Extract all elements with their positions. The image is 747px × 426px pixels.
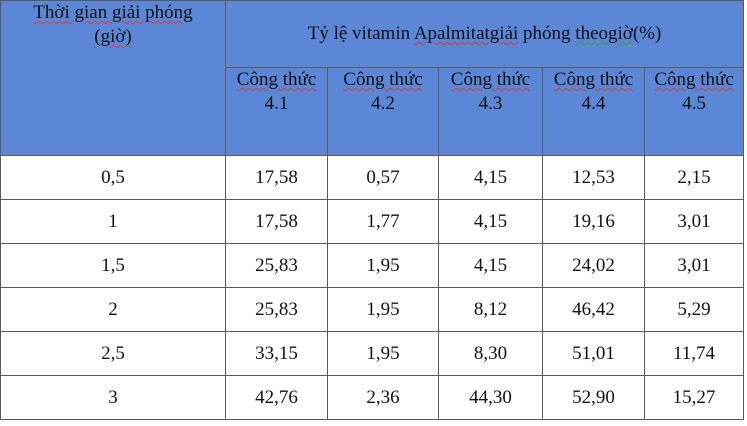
table-row: 2 25,83 1,95 8,12 46,42 5,29: [0, 287, 745, 332]
formula-header-label: Công thức: [553, 69, 634, 90]
formula-header-label: Công thức: [654, 69, 734, 90]
formula-header-number: 4.3: [478, 93, 503, 114]
table-row: 1,5 25,83 1,95 4,15 24,02 3,01: [0, 243, 745, 288]
header-row-formulas: Công thức 4.1 Công thức 4.2 Công thức 4.3 C…: [1, 67, 745, 156]
release-rate-group-header: Tỷ lệ vitamin Apalmitatgiải phóng theogi…: [224, 0, 745, 68]
release-time-header-line2: (giờ): [94, 26, 132, 47]
value-cell: 4,15: [438, 243, 543, 288]
header-row-group: Thời gian giải phóng (giờ) Tỷ lệ vitamin…: [0, 0, 745, 156]
value-cell: 25,83: [225, 243, 328, 288]
formula-header-number: 4.1: [264, 93, 289, 114]
table-row: 1 17,58 1,77 4,15 19,16 3,01: [0, 199, 745, 244]
value-cell: 3,01: [643, 199, 745, 244]
time-cell: 2,5: [0, 331, 226, 376]
formula-header-label: Công thức: [236, 69, 317, 90]
value-cell: 3,01: [643, 243, 745, 288]
release-time-header-line1: Thời gian giải phóng: [33, 2, 193, 23]
table-row: 2,5 33,15 1,95 8,30 51,01 11,74: [0, 331, 745, 376]
group-header-word-a: Apalmitatgiải: [413, 23, 519, 44]
value-cell: 15,27: [643, 375, 745, 420]
value-cell: 19,16: [542, 199, 645, 244]
value-cell: 12,53: [542, 155, 645, 200]
formula-header-4-4: Công thức 4.4: [542, 67, 645, 156]
value-cell: 44,30: [438, 375, 543, 420]
release-time-header: Thời gian giải phóng (giờ): [0, 0, 226, 156]
value-cell: 1,95: [327, 287, 439, 332]
formula-header-4-1: Công thức 4.1: [225, 67, 328, 156]
value-cell: 52,90: [542, 375, 645, 420]
value-cell: 51,01: [542, 331, 645, 376]
formula-header-number: 4.5: [682, 93, 706, 114]
value-cell: 25,83: [225, 287, 328, 332]
formula-header-4-5: Công thức 4.5: [643, 67, 745, 156]
group-header-prefix: Tỷ lệ vitamin: [307, 23, 414, 44]
formula-header-4-2: Công thức 4.2: [327, 67, 439, 156]
value-cell: 1,95: [327, 243, 439, 288]
group-header-word-b: theogiờ: [575, 23, 633, 44]
value-cell: 17,58: [225, 155, 328, 200]
value-cell: 46,42: [542, 287, 645, 332]
value-cell: 11,74: [643, 331, 745, 376]
value-cell: 17,58: [225, 199, 328, 244]
time-cell: 2: [0, 287, 226, 332]
value-cell: 33,15: [225, 331, 328, 376]
value-cell: 1,77: [327, 199, 439, 244]
value-cell: 4,15: [438, 155, 543, 200]
value-cell: 5,29: [643, 287, 745, 332]
time-cell: 0,5: [0, 155, 226, 200]
value-cell: 8,30: [438, 331, 543, 376]
value-cell: 42,76: [225, 375, 328, 420]
value-cell: 24,02: [542, 243, 645, 288]
group-header-middle: phóng: [518, 23, 576, 44]
value-cell: 2,15: [643, 155, 745, 200]
table-row: 3 42,76 2,36 44,30 52,90 15,27: [0, 375, 745, 420]
formula-header-label: Công thức: [450, 69, 531, 90]
value-cell: 8,12: [438, 287, 543, 332]
time-cell: 3: [0, 375, 226, 420]
value-cell: 1,95: [327, 331, 439, 376]
table-row: 0,5 17,58 0,57 4,15 12,53 2,15: [0, 155, 745, 200]
group-header-suffix: (%): [632, 23, 662, 44]
formula-header-label: Công thức: [343, 69, 423, 90]
value-cell: 4,15: [438, 199, 543, 244]
time-cell: 1: [0, 199, 226, 244]
value-cell: 0,57: [327, 155, 439, 200]
formula-header-number: 4.4: [581, 93, 606, 114]
formula-header-4-3: Công thức 4.3: [438, 67, 543, 156]
value-cell: 2,36: [327, 375, 439, 420]
formula-header-number: 4.2: [371, 93, 395, 114]
time-cell: 1,5: [0, 243, 226, 288]
